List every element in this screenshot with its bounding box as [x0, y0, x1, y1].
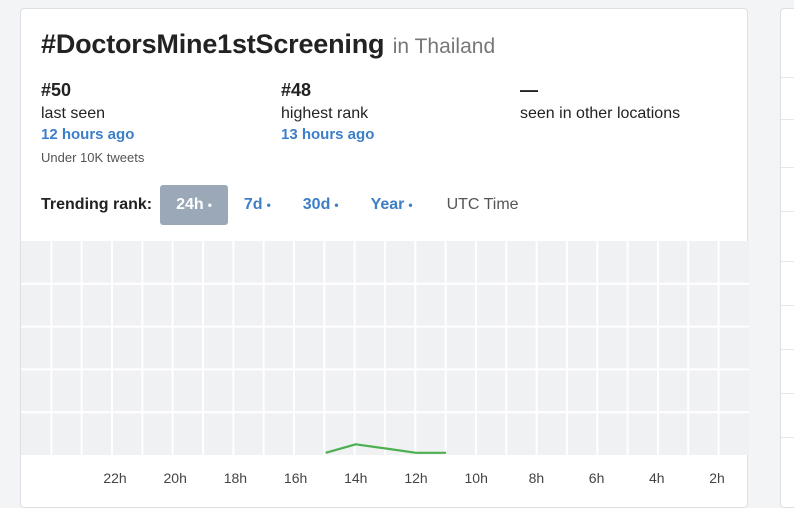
- highest-rank-time: 13 hours ago: [281, 126, 375, 143]
- side-divider: [781, 77, 794, 78]
- trending-rank-chart: 22h 20h 18h 16h 14h 12h 10h 8h 6h 4h 2h: [21, 241, 749, 486]
- x-tick-label: 6h: [589, 470, 605, 486]
- x-tick-label: 8h: [529, 470, 545, 486]
- range-year-button[interactable]: Year •: [370, 196, 413, 213]
- other-locations-label: seen in other locations: [520, 105, 681, 122]
- side-divider: [781, 349, 794, 350]
- rank-series-line: [325, 443, 447, 454]
- side-divider: [781, 211, 794, 212]
- x-tick-label: 10h: [465, 470, 488, 486]
- trend-card: #DoctorsMine1stScreening in Thailand #50…: [20, 8, 749, 508]
- hashtag-title[interactable]: #DoctorsMine1stScreening: [41, 29, 385, 59]
- side-divider: [781, 167, 794, 168]
- range-7d-button[interactable]: 7d •: [243, 196, 271, 213]
- side-divider: [781, 261, 794, 262]
- x-tick-label: 14h: [344, 470, 367, 486]
- last-seen-label: last seen: [41, 105, 106, 122]
- range-label: Trending rank:: [41, 196, 153, 213]
- x-tick-label: 12h: [404, 470, 427, 486]
- stat-last-seen: #50 last seen 12 hours ago Under 10K twe…: [41, 79, 144, 167]
- x-tick-label: 16h: [284, 470, 307, 486]
- side-divider: [781, 393, 794, 394]
- range-30d-button[interactable]: 30d •: [302, 196, 339, 213]
- x-tick-label: 2h: [709, 470, 725, 486]
- location-label: in Thailand: [392, 35, 496, 58]
- side-divider: [781, 305, 794, 306]
- highest-rank-value: #48: [281, 80, 312, 100]
- stat-other-locations: — seen in other locations: [520, 79, 680, 125]
- x-tick-label: 22h: [103, 470, 126, 486]
- highest-rank-label: highest rank: [281, 105, 369, 122]
- x-tick-label: 20h: [164, 470, 187, 486]
- side-divider: [781, 119, 794, 120]
- last-seen-time: 12 hours ago: [41, 126, 135, 143]
- timezone-label: UTC Time: [446, 196, 519, 213]
- side-panel: [780, 8, 794, 508]
- stat-highest-rank: #48 highest rank 13 hours ago: [281, 79, 374, 145]
- range-24h-button[interactable]: 24h •: [160, 185, 228, 225]
- side-divider: [781, 437, 794, 438]
- title-row: #DoctorsMine1stScreening in Thailand: [41, 29, 495, 60]
- other-locations-value: —: [520, 80, 538, 100]
- last-seen-rank: #50: [41, 80, 72, 100]
- x-tick-label: 18h: [224, 470, 247, 486]
- range-selector: Trending rank: 24h • 7d • 30d • Year • UTC T…: [41, 185, 535, 225]
- x-tick-label: 4h: [649, 470, 665, 486]
- tweet-volume-note: Under 10K tweets: [41, 150, 145, 165]
